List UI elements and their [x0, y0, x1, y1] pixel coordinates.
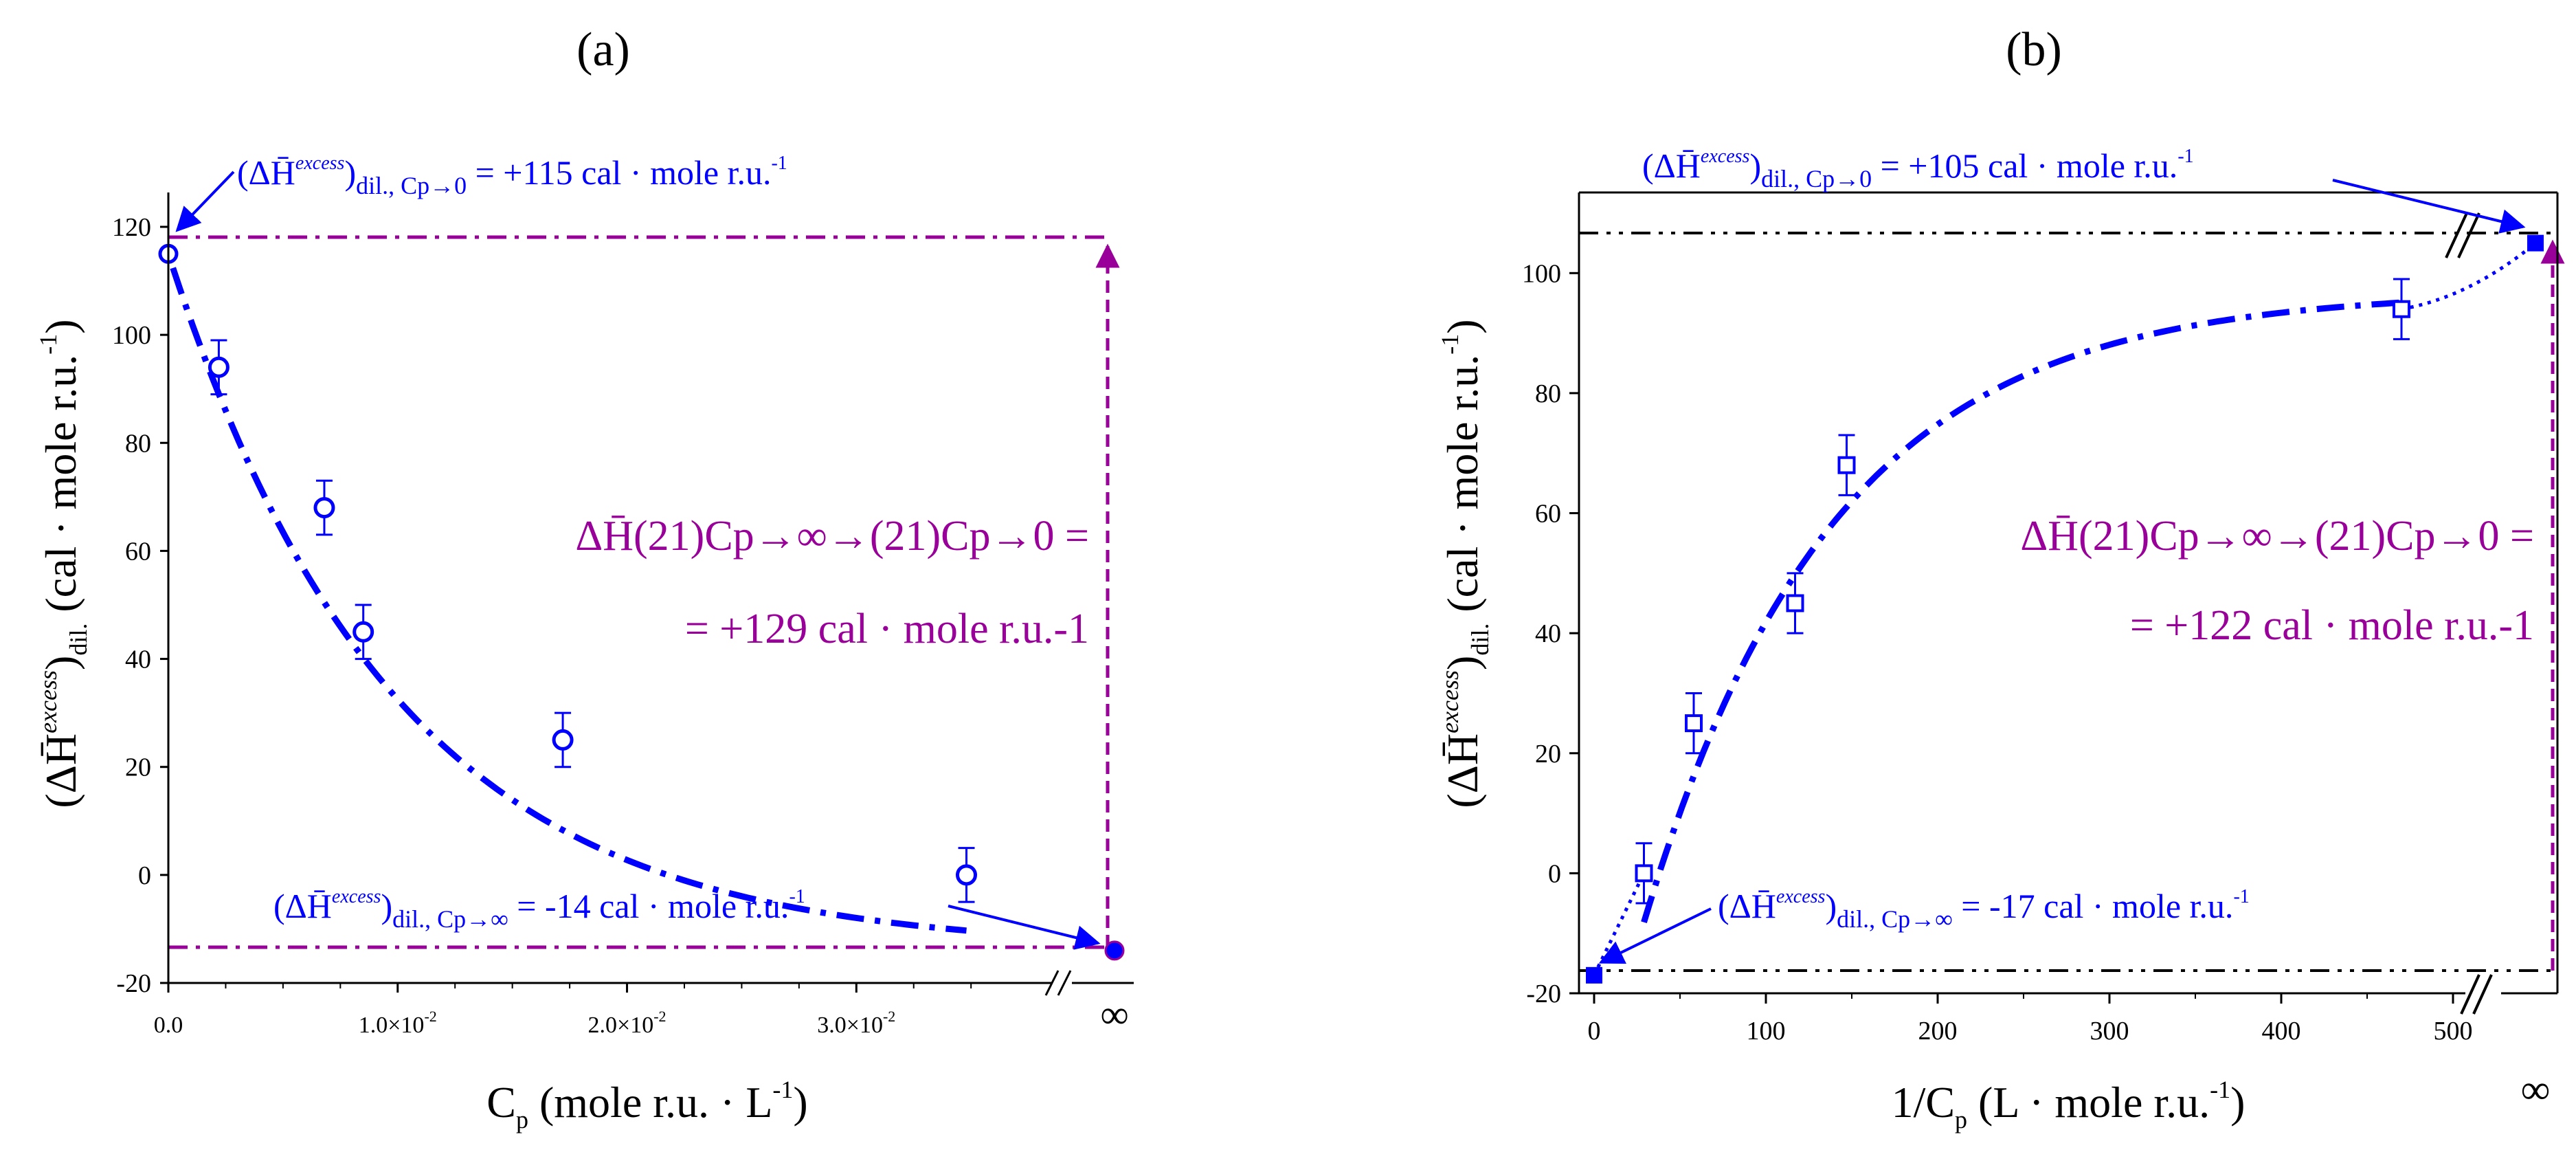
panel-a: (a) -20 0 20 40 60 80 100 120 0.0 1.0×10-2 2.0×10…: [34, 23, 1134, 1134]
panel-b-y-tick-label: 60: [1535, 500, 1561, 529]
panel-a-x-tick-label: 2.0×10-2: [588, 1008, 667, 1038]
panel-b-data-point: [2393, 300, 2410, 318]
panel-b-annotation-bottom-arrow: [1598, 907, 1712, 964]
panel-a-y-tick-label: -20: [116, 969, 151, 998]
panel-b-y-tick-label: 0: [1548, 859, 1561, 888]
panel-b-annotation-top: (ΔH̄excess)dil., Cp→0 = +105 cal · mole …: [1642, 146, 2194, 192]
panel-b-x-infinity: ∞: [2521, 1067, 2551, 1112]
panel-a-y-tick-label: 120: [112, 213, 151, 242]
panel-b: (b) -20 0 20 40 60 80 100 0 100 200 300 400 500 ∞ 1…: [1436, 23, 2565, 1134]
panel-a-delta-line1: ΔH̄(21)Cp→∞→(21)Cp→0 =: [575, 513, 1089, 560]
panel-a-data-point: [552, 729, 574, 751]
panel-a-annotation-top: (ΔH̄excess)dil., Cp→0 = +115 cal · mole …: [237, 153, 787, 199]
panel-a-y-tick-label: 20: [125, 753, 151, 782]
panel-b-x-ticks: 0 100 200 300 400 500: [1588, 993, 2473, 1046]
panel-b-y-tick-label: -20: [1526, 980, 1561, 1008]
panel-b-label: (b): [2006, 23, 2062, 76]
panel-a-x-ticks: 0.0 1.0×10-2 2.0×10-2 3.0×10-2: [154, 983, 972, 1038]
panel-a-y-label: (ΔH̄excess)dil. (cal · mole r.u.-1): [34, 319, 92, 808]
panel-a-x-tick-label: 3.0×10-2: [817, 1008, 895, 1038]
panel-b-data-point: [1837, 456, 1856, 474]
panel-b-curve-break: [2445, 212, 2468, 258]
panel-b-x-tick-label: 300: [2090, 1017, 2129, 1046]
panel-a-annotation-bottom: (ΔH̄excess)dil., Cp→∞ = -14 cal · mole r…: [273, 886, 805, 933]
panel-b-data-point: [1786, 594, 1804, 612]
panel-a-points: [158, 243, 1125, 961]
panel-a-y-tick-label: 60: [125, 537, 151, 566]
panel-a-data-point: [313, 497, 335, 519]
panel-b-y-label: (ΔH̄excess)dil. (cal · mole r.u.-1): [1436, 319, 1494, 808]
panel-b-y-tick-label: 40: [1535, 619, 1561, 648]
panel-a-y-tick-label: 100: [112, 321, 151, 350]
panel-b-x-tick-label: 0: [1588, 1017, 1601, 1046]
panel-a-delta-line2: = +129 cal · mole r.u.-1: [685, 606, 1089, 652]
panel-b-extrapolated-point: [2527, 234, 2544, 252]
panel-b-curve-break: [2457, 212, 2480, 258]
panel-a-data-point: [208, 356, 229, 378]
panel-b-annotation-top-arrow: [2332, 179, 2526, 234]
panel-b-dotted-link-start: [1592, 872, 1646, 976]
panel-b-extrapolated-point: [1586, 966, 1602, 984]
panel-b-axis-break: [2472, 974, 2493, 1015]
panel-b-annotation-bottom: (ΔH̄excess)dil., Cp→∞ = -17 cal · mole r…: [1718, 886, 2250, 933]
panel-a-x-label: Cp (mole r.u. · L-1): [486, 1076, 807, 1134]
panel-b-delta-line2: = +122 cal · mole r.u.-1: [2130, 602, 2534, 649]
panel-b-x-tick-label: 500: [2434, 1017, 2473, 1046]
panel-a-y-tick-label: 0: [138, 861, 151, 890]
panel-b-fit-curve: [1641, 299, 2402, 924]
panel-a-x-infinity: ∞: [1100, 992, 1128, 1037]
panel-a-data-point: [956, 864, 978, 886]
panel-b-y-tick-label: 80: [1535, 379, 1561, 408]
panel-b-points: [1586, 234, 2544, 984]
panel-a-annotation-bottom-arrow: [948, 905, 1101, 950]
panel-a-data-point: [352, 621, 374, 643]
panel-b-axis-break: [2460, 974, 2480, 1015]
panel-b-dotted-link-end: [2401, 241, 2537, 311]
panel-a-x-tick-label: 0.0: [154, 1013, 183, 1038]
panel-b-data-point: [1635, 864, 1653, 883]
panel-a-y-tick-label: 80: [125, 429, 151, 458]
panel-a-axis-break: [1057, 970, 1072, 996]
panel-b-x-label: 1/Cp (L · mole r.u.-1): [1892, 1076, 2245, 1134]
panel-a-label: (a): [576, 23, 630, 76]
panel-b-x-tick-label: 100: [1747, 1017, 1786, 1046]
panel-a-annotation-top-arrow: [175, 170, 235, 232]
panel-b-y-ticks: -20 0 20 40 60 80 100: [1522, 259, 1579, 1008]
panel-a-y-ticks: -20 0 20 40 60 80 100 120: [112, 213, 168, 998]
panel-a-axis-break: [1044, 970, 1060, 996]
panel-a-y-tick-label: 40: [125, 645, 151, 674]
panel-a-fit-curve: [170, 267, 967, 934]
panel-a-extrapolated-point: [1104, 940, 1125, 961]
panel-b-x-tick-label: 400: [2262, 1017, 2301, 1046]
panel-b-y-tick-label: 100: [1522, 259, 1561, 288]
panel-b-y-tick-label: 20: [1535, 740, 1561, 769]
panel-b-delta-line1: ΔH̄(21)Cp→∞→(21)Cp→0 =: [2020, 513, 2534, 560]
panel-a-x-tick-label: 1.0×10-2: [359, 1008, 437, 1038]
panel-b-x-tick-label: 200: [1918, 1017, 1958, 1046]
panel-b-data-point: [1685, 714, 1703, 733]
